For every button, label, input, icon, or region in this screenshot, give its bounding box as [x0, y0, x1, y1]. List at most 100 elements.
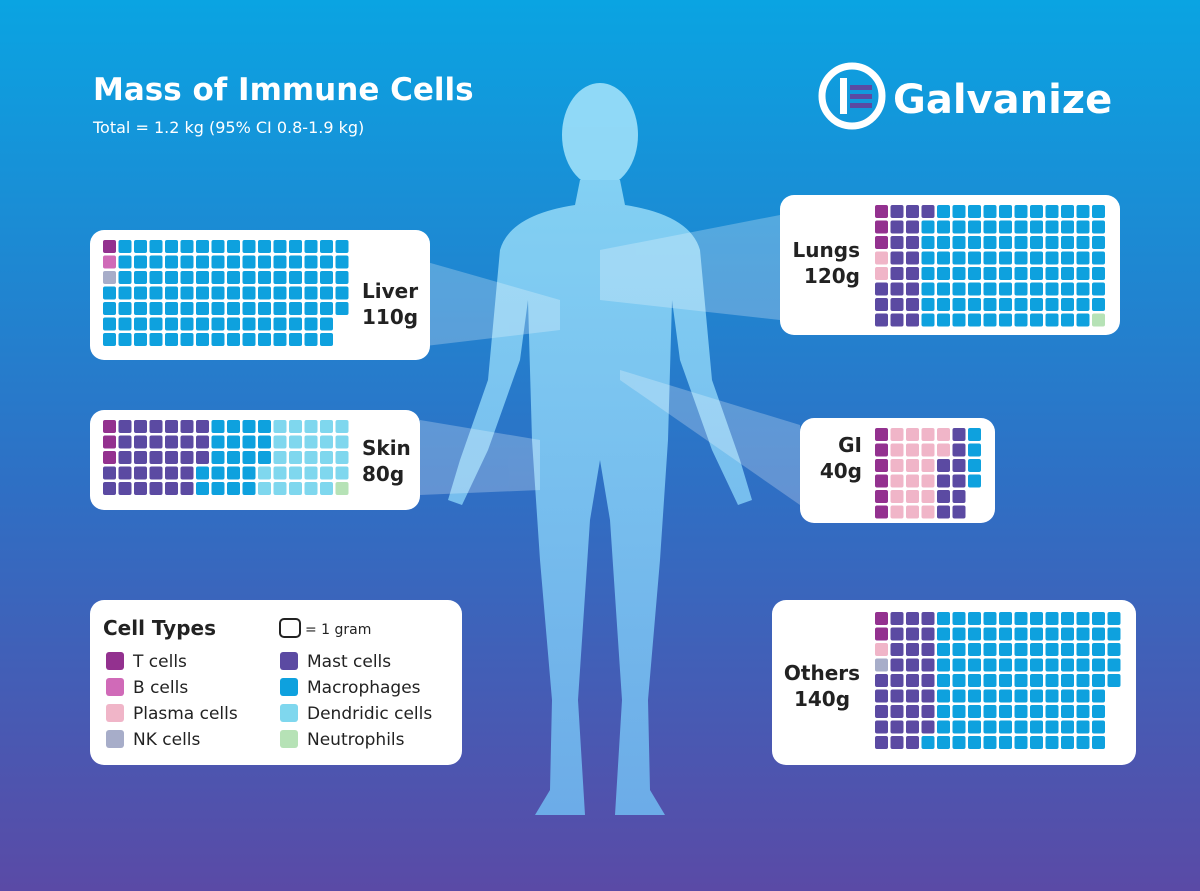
gram-cell	[890, 612, 904, 625]
gram-cell	[937, 474, 950, 488]
gram-cell	[1061, 674, 1074, 687]
gram-cell	[1045, 689, 1059, 703]
gram-cell	[304, 451, 318, 464]
gram-cell	[1076, 298, 1090, 311]
gram-cell	[1014, 643, 1028, 656]
gram-cell	[118, 420, 132, 433]
gram-cell	[906, 459, 919, 472]
gram-cell	[937, 627, 950, 641]
gram-cell	[165, 451, 178, 464]
gram-cell	[180, 482, 194, 495]
gram-cell	[211, 271, 225, 284]
gram-cell	[999, 674, 1012, 687]
gram-cell	[134, 482, 147, 495]
gram-cell	[196, 286, 209, 300]
gram-cell	[921, 720, 935, 734]
gram-cell	[968, 251, 981, 265]
gram-cell	[921, 298, 935, 311]
gram-cell	[304, 466, 318, 480]
gram-cell	[1045, 298, 1059, 311]
gram-cell	[921, 689, 935, 703]
gram-cell	[1030, 282, 1043, 296]
organ-name: Others	[784, 661, 860, 685]
gram-cell	[196, 482, 209, 495]
gram-cell	[196, 451, 209, 464]
gram-cell	[242, 435, 256, 449]
gram-cell	[149, 333, 163, 346]
legend-swatch	[280, 704, 298, 722]
gram-cell	[134, 240, 147, 253]
gram-cell	[1030, 267, 1043, 280]
gram-cell	[952, 720, 966, 734]
gram-cell	[1045, 674, 1059, 687]
gram-cell	[273, 451, 287, 464]
gram-cell	[875, 689, 888, 703]
gram-cell	[211, 435, 225, 449]
gram-cell	[227, 240, 240, 253]
gram-cell	[304, 420, 318, 433]
gram-cell	[906, 220, 919, 234]
gram-cell	[273, 317, 287, 331]
gram-cell	[1061, 643, 1074, 656]
gram-cell	[304, 255, 318, 269]
legend-label: Neutrophils	[307, 730, 405, 750]
gram-cell	[983, 282, 997, 296]
gram-cell	[1030, 689, 1043, 703]
gram-cell	[921, 705, 935, 718]
gram-cell	[134, 333, 147, 346]
legend-label: NK cells	[133, 730, 201, 750]
gram-cell	[1014, 205, 1028, 218]
gram-cell	[180, 451, 194, 464]
gram-cell	[890, 490, 904, 503]
gram-cell	[103, 420, 116, 433]
gram-cell	[968, 220, 981, 234]
legend-title: Cell Types	[103, 616, 216, 640]
gram-cell	[906, 298, 919, 311]
gram-cell	[196, 435, 209, 449]
gram-cell	[227, 466, 240, 480]
legend-label: Dendridic cells	[307, 704, 432, 724]
gram-cell	[134, 255, 147, 269]
gram-cell	[999, 627, 1012, 641]
gram-cell	[1092, 251, 1105, 265]
gram-cell	[196, 255, 209, 269]
gram-cell	[258, 271, 271, 284]
gram-cell	[1045, 267, 1059, 280]
gram-cell	[1076, 267, 1090, 280]
gram-cell	[906, 490, 919, 503]
gram-cell	[149, 451, 163, 464]
gram-cell	[320, 240, 333, 253]
gram-cell	[890, 689, 904, 703]
gram-cell	[227, 271, 240, 284]
gram-cell	[1030, 658, 1043, 672]
gram-cell	[952, 705, 966, 718]
gram-cell	[1045, 612, 1059, 625]
gram-cell	[304, 302, 318, 315]
gram-cell	[906, 267, 919, 280]
organ-name: Skin	[362, 436, 411, 460]
gram-cell	[906, 736, 919, 749]
gram-cell	[320, 435, 333, 449]
gram-cell	[906, 474, 919, 488]
gram-cell	[103, 466, 116, 480]
gram-cell	[937, 205, 950, 218]
gram-cell	[1030, 643, 1043, 656]
gram-cell	[320, 482, 333, 495]
gram-cell	[952, 736, 966, 749]
gram-cell	[1061, 267, 1074, 280]
gram-cell	[1076, 313, 1090, 327]
gram-cell	[196, 302, 209, 315]
gram-cell	[937, 658, 950, 672]
gram-cell	[906, 658, 919, 672]
gram-cell	[906, 251, 919, 265]
gram-cell	[335, 286, 349, 300]
gram-cell	[906, 689, 919, 703]
gram-cell	[890, 720, 904, 734]
gram-cell	[999, 643, 1012, 656]
gram-cell	[937, 236, 950, 249]
gram-cell	[952, 428, 966, 441]
gram-cell	[921, 674, 935, 687]
gram-cell	[968, 298, 981, 311]
gram-cell	[103, 482, 116, 495]
gram-cell	[149, 435, 163, 449]
